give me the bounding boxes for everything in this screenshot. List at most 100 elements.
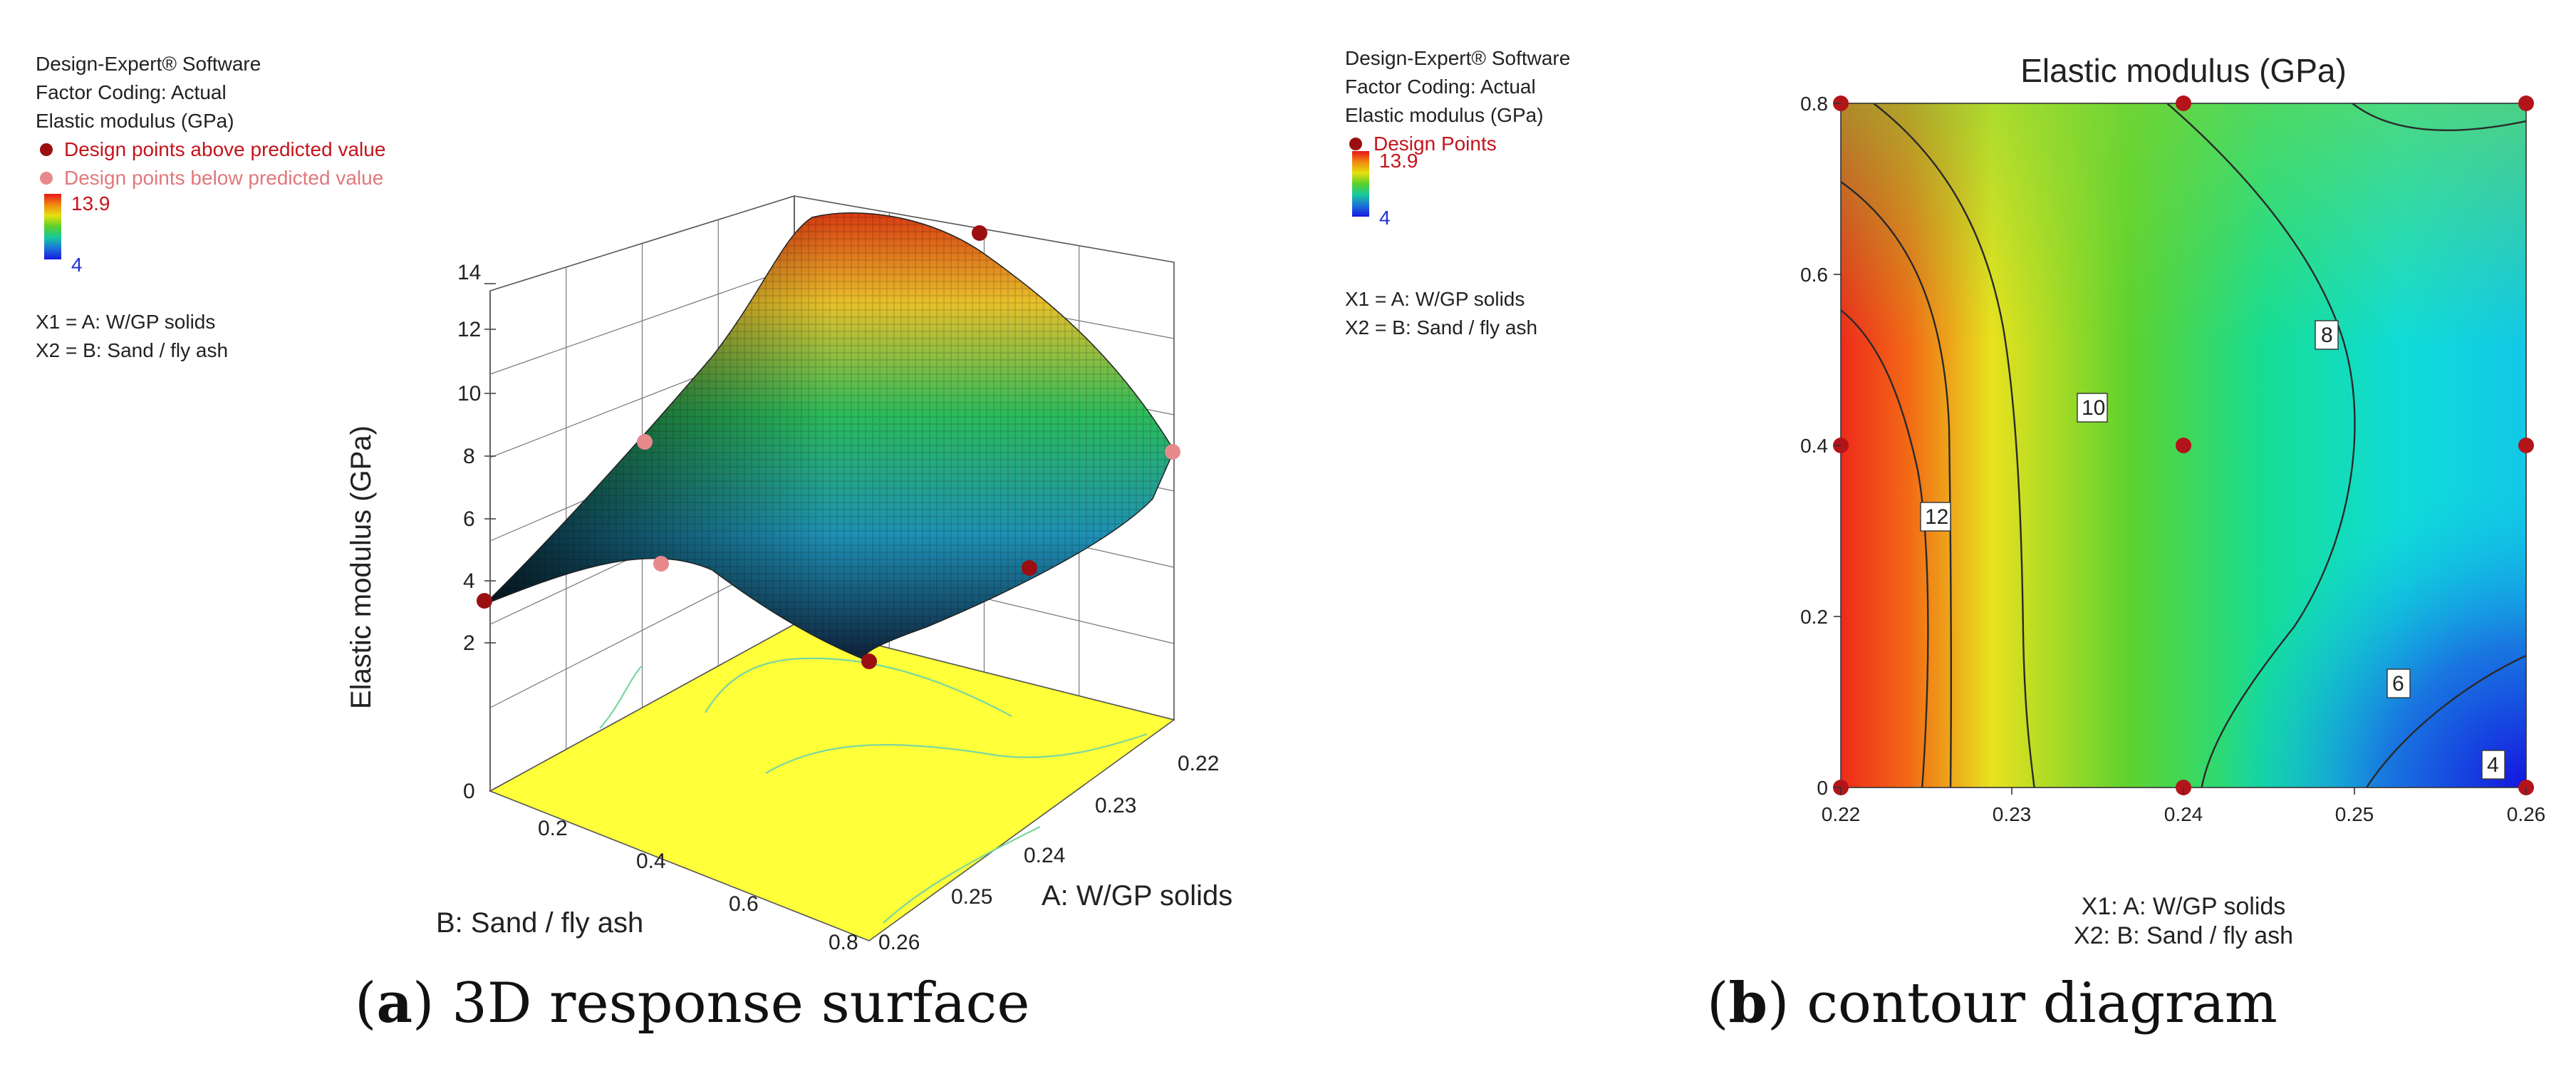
a-tick: 0.26 (878, 931, 920, 954)
y-ticks: 0.8 0.6 0.4 0.2 0 (1800, 93, 1828, 799)
z-ticks: 14 12 10 8 6 4 2 (457, 261, 481, 655)
contour-label-8: 8 (2315, 320, 2339, 350)
contour-label-box (2315, 320, 2339, 350)
software-line: Design-Expert® Software (36, 53, 261, 75)
b-tick: 0.6 (729, 892, 759, 916)
b-tick: 0 (463, 780, 475, 803)
z-tick: 14 (457, 261, 481, 284)
b-axis-title: B: Sand / fly ash (436, 907, 643, 939)
a-tick: 0.23 (1095, 794, 1136, 817)
contour-plot: Elastic modulus (GPa) 12 10 8 (1800, 52, 2546, 949)
a-ticks: 0.22 0.23 0.24 0.25 0.26 (878, 752, 1219, 954)
contour-label-text: 10 (2082, 396, 2105, 420)
b-tick: 0.8 (829, 931, 858, 954)
legend-points-marker (1349, 138, 1362, 150)
x1-definition: X1 = A: W/GP solids (36, 311, 216, 333)
contour-line-6 (2365, 654, 2526, 788)
axis-note-x1: X1: A: W/GP solids (2082, 893, 2286, 920)
coding-line: Factor Coding: Actual (36, 81, 227, 103)
design-point-above (861, 654, 877, 669)
design-point-below (637, 434, 653, 450)
legend-design-points: Design Points (1345, 130, 1570, 158)
z-tick: 12 (457, 318, 481, 341)
floor-contour (705, 657, 1012, 717)
x-tick-marks (1840, 788, 2527, 795)
legend-above: Design points above predicted value (36, 135, 385, 164)
design-point (2176, 438, 2191, 453)
panel-a-colorbar-max: 13.9 (71, 192, 110, 215)
caption-a-letter: a (376, 971, 412, 1036)
contour-line-top (2352, 103, 2526, 131)
panel-b-colorbar (1352, 151, 1369, 217)
x-tick: 0.24 (2164, 803, 2203, 825)
surface-plot: 14 12 10 8 6 4 2 Elastic modulus (GPa) 0… (346, 195, 1232, 954)
a-axis-title: A: W/GP solids (1042, 880, 1232, 912)
x-ticks: 0.22 0.23 0.24 0.25 0.26 (1822, 803, 2546, 825)
contour-lines (1841, 103, 2526, 788)
contour-label-text: 6 (2392, 672, 2404, 696)
a-tick: 0.25 (951, 885, 992, 909)
panel-b-factors: X1 = A: W/GP solids X2 = B: Sand / fly a… (1345, 285, 1537, 342)
contour-label-text: 12 (1925, 505, 1948, 529)
surface-shading (484, 212, 1175, 662)
x2-definition: X2 = B: Sand / fly ash (1345, 316, 1538, 339)
contour-label-4: 4 (2481, 750, 2505, 780)
a-tick: 0.22 (1178, 752, 1219, 775)
surface-design-points (477, 225, 1180, 669)
x-tick: 0.26 (2507, 803, 2546, 825)
y-tick-marks (1834, 103, 1841, 788)
panel-a-info: Design-Expert® Software Factor Coding: A… (36, 50, 385, 192)
x-tick: 0.25 (2335, 803, 2374, 825)
b-tick: 0.2 (538, 817, 568, 840)
contour-label-box (2387, 668, 2411, 698)
software-line: Design-Expert® Software (1345, 47, 1571, 69)
x-tick: 0.23 (1993, 803, 2032, 825)
axis-notes: X1: A: W/GP solids X2: B: Sand / fly ash (2074, 893, 2293, 949)
response-line: Elastic modulus (GPa) (1345, 104, 1544, 126)
contour-line-10 (1873, 103, 2035, 788)
panel-b-colorbar-max: 13.9 (1379, 150, 1418, 172)
y-tick: 0 (1817, 777, 1828, 799)
design-point (2518, 95, 2534, 111)
contour-labels: 12 10 8 6 4 (1920, 320, 2505, 780)
contour-label-box (2077, 393, 2108, 423)
z-tick: 2 (463, 631, 475, 655)
contour-label-10: 10 (2077, 393, 2108, 423)
contour-line-12-a (1841, 309, 1929, 788)
contour-line-12-b (1841, 181, 1953, 788)
response-surface (484, 212, 1175, 662)
floor-contour (599, 666, 642, 729)
design-point (2518, 438, 2534, 453)
caption-b-letter: b (1728, 971, 1767, 1036)
contour-label-text: 8 (2321, 324, 2333, 347)
caption-a-text: 3D response surface (452, 971, 1030, 1036)
y-tick: 0.2 (1800, 606, 1828, 628)
z-tick-marks (484, 283, 496, 644)
response-line: Elastic modulus (GPa) (36, 110, 234, 132)
coding-line: Factor Coding: Actual (1345, 76, 1536, 98)
design-point-above (477, 593, 492, 609)
x2-definition: X2 = B: Sand / fly ash (36, 339, 229, 361)
design-point (2176, 95, 2191, 111)
z-tick: 8 (463, 445, 475, 468)
caption-b: (b) contour diagram (1707, 971, 2278, 1036)
x1-definition: X1 = A: W/GP solids (1345, 288, 1525, 310)
y-tick: 0.4 (1800, 435, 1828, 457)
panel-b-colorbar-min: 4 (1379, 207, 1391, 229)
z-axis-title: Elastic modulus (GPa) (346, 425, 377, 709)
floor-contour (765, 733, 1148, 774)
design-point-below (1165, 444, 1180, 460)
legend-below-marker (40, 172, 53, 185)
panel-a-colorbar-min: 4 (71, 254, 83, 276)
legend-below-label: Design points below predicted value (64, 167, 384, 189)
b-ticks: 0 0.2 0.4 0.6 0.8 (463, 780, 858, 954)
axis-note-x2: X2: B: Sand / fly ash (2074, 922, 2293, 949)
caption-b-text: contour diagram (1807, 971, 2278, 1036)
legend-above-label: Design points above predicted value (64, 138, 386, 160)
contour-label-text: 4 (2487, 753, 2499, 777)
caption-a: (a) 3D response surface (355, 971, 1030, 1036)
floor-projection (489, 624, 1175, 941)
x-tick: 0.22 (1822, 803, 1861, 825)
floor-contours (599, 657, 1148, 924)
panel-a-colorbar (44, 194, 61, 259)
